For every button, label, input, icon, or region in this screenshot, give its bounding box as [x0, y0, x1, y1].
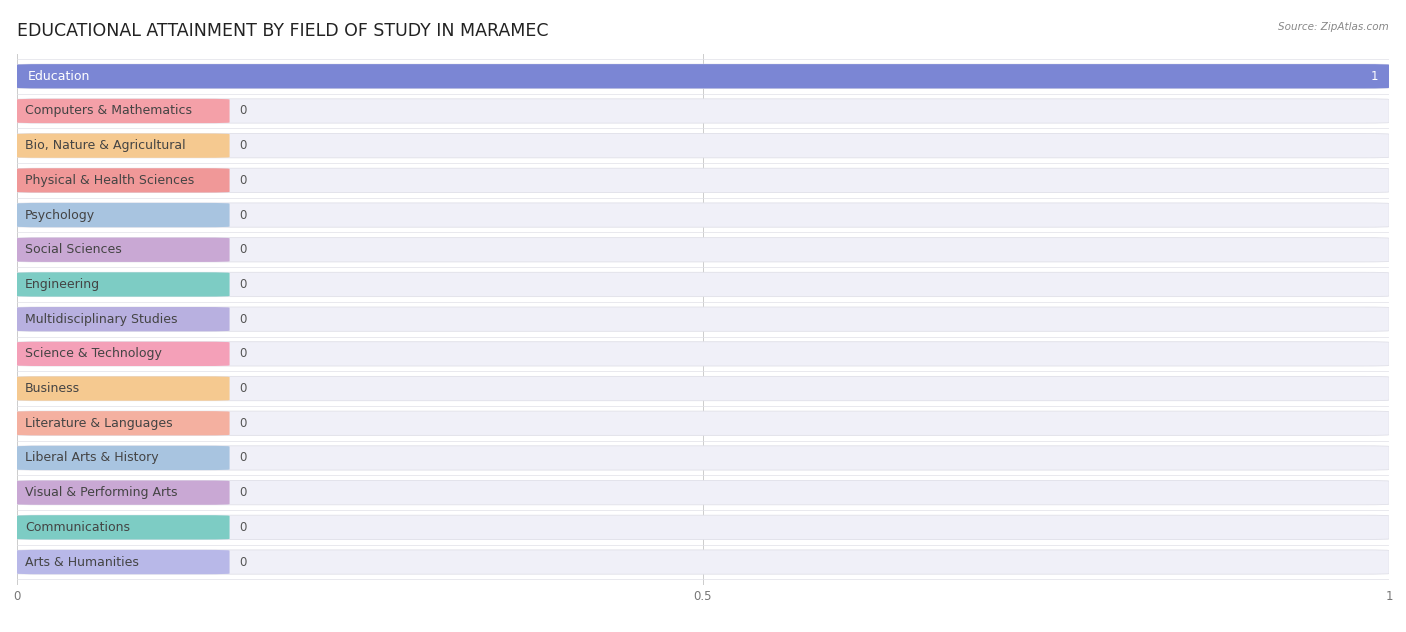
FancyBboxPatch shape	[17, 307, 229, 331]
Text: Source: ZipAtlas.com: Source: ZipAtlas.com	[1278, 22, 1389, 32]
FancyBboxPatch shape	[17, 307, 1389, 331]
FancyBboxPatch shape	[17, 238, 1389, 262]
Text: 0: 0	[239, 416, 246, 430]
FancyBboxPatch shape	[17, 64, 1389, 88]
FancyBboxPatch shape	[17, 272, 1389, 296]
Text: 0: 0	[239, 243, 246, 256]
Text: 0: 0	[239, 451, 246, 465]
Text: 0: 0	[239, 209, 246, 222]
Text: 0: 0	[239, 313, 246, 325]
Text: Business: Business	[25, 382, 80, 395]
FancyBboxPatch shape	[17, 377, 1389, 401]
Text: 0: 0	[239, 174, 246, 187]
FancyBboxPatch shape	[17, 446, 229, 470]
Text: Multidisciplinary Studies: Multidisciplinary Studies	[25, 313, 177, 325]
FancyBboxPatch shape	[17, 446, 1389, 470]
Text: Arts & Humanities: Arts & Humanities	[25, 556, 139, 569]
Text: Communications: Communications	[25, 521, 131, 534]
FancyBboxPatch shape	[17, 238, 229, 262]
Text: Science & Technology: Science & Technology	[25, 348, 162, 360]
Text: Psychology: Psychology	[25, 209, 96, 222]
FancyBboxPatch shape	[17, 550, 229, 574]
FancyBboxPatch shape	[17, 515, 1389, 540]
FancyBboxPatch shape	[17, 411, 1389, 435]
FancyBboxPatch shape	[17, 272, 229, 296]
FancyBboxPatch shape	[17, 168, 1389, 193]
FancyBboxPatch shape	[17, 515, 229, 540]
FancyBboxPatch shape	[17, 411, 229, 435]
FancyBboxPatch shape	[17, 133, 1389, 158]
Text: Visual & Performing Arts: Visual & Performing Arts	[25, 486, 177, 499]
Text: 1: 1	[1371, 70, 1378, 83]
FancyBboxPatch shape	[17, 64, 1389, 88]
FancyBboxPatch shape	[17, 550, 1389, 574]
FancyBboxPatch shape	[17, 480, 229, 505]
FancyBboxPatch shape	[17, 342, 229, 366]
FancyBboxPatch shape	[17, 203, 1389, 228]
Text: 0: 0	[239, 278, 246, 291]
Text: EDUCATIONAL ATTAINMENT BY FIELD OF STUDY IN MARAMEC: EDUCATIONAL ATTAINMENT BY FIELD OF STUDY…	[17, 22, 548, 40]
Text: 0: 0	[239, 104, 246, 118]
Text: 0: 0	[239, 139, 246, 152]
FancyBboxPatch shape	[17, 168, 229, 193]
FancyBboxPatch shape	[17, 99, 1389, 123]
Text: Computers & Mathematics: Computers & Mathematics	[25, 104, 193, 118]
FancyBboxPatch shape	[17, 342, 1389, 366]
Text: 0: 0	[239, 486, 246, 499]
Text: Liberal Arts & History: Liberal Arts & History	[25, 451, 159, 465]
Text: Social Sciences: Social Sciences	[25, 243, 122, 256]
FancyBboxPatch shape	[17, 377, 229, 401]
Text: 0: 0	[239, 556, 246, 569]
Text: Bio, Nature & Agricultural: Bio, Nature & Agricultural	[25, 139, 186, 152]
Text: Literature & Languages: Literature & Languages	[25, 416, 173, 430]
Text: Physical & Health Sciences: Physical & Health Sciences	[25, 174, 194, 187]
Text: 0: 0	[239, 348, 246, 360]
Text: Education: Education	[28, 70, 90, 83]
FancyBboxPatch shape	[17, 133, 229, 158]
FancyBboxPatch shape	[17, 203, 229, 228]
FancyBboxPatch shape	[17, 99, 229, 123]
FancyBboxPatch shape	[17, 480, 1389, 505]
Text: 0: 0	[239, 382, 246, 395]
Text: Engineering: Engineering	[25, 278, 100, 291]
Text: 0: 0	[239, 521, 246, 534]
